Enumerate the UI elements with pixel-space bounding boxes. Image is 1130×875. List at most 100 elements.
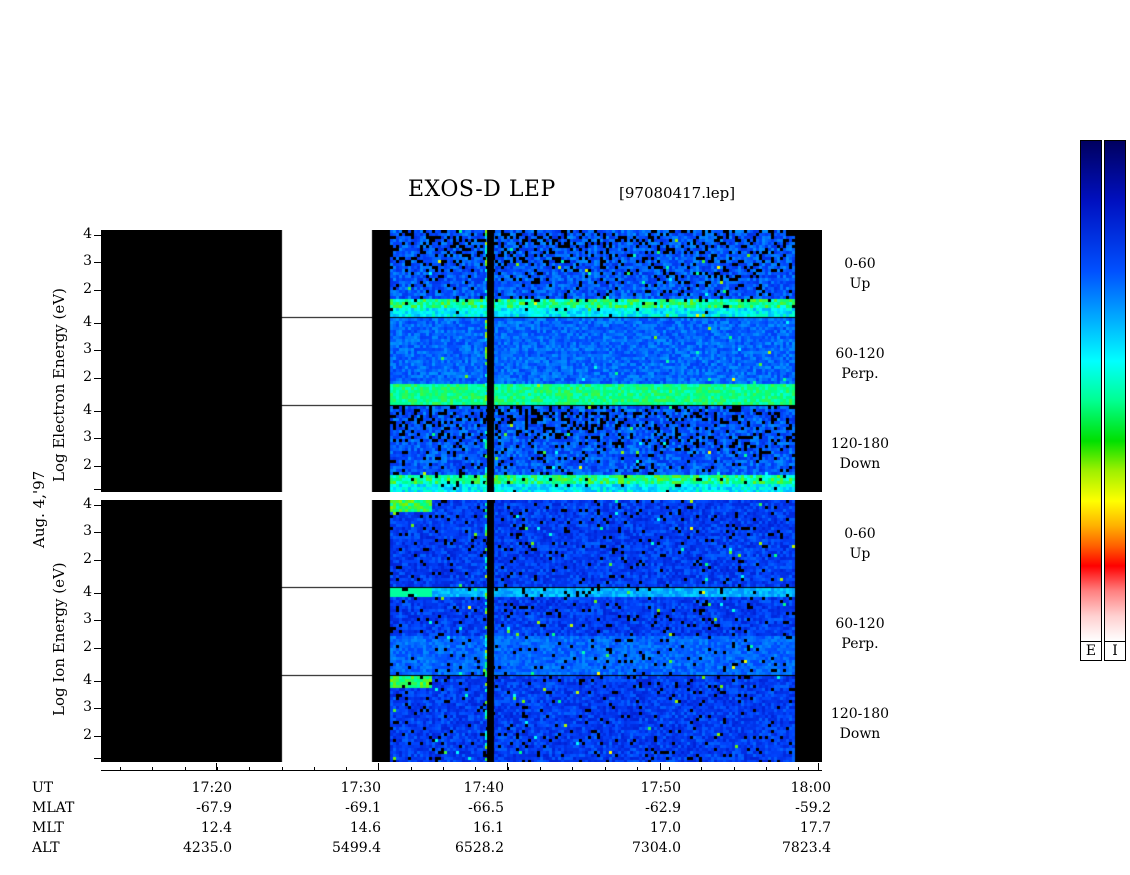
y-tick [94,466,101,467]
x-minor-tick [540,767,541,771]
y-tick-label: 2 [83,281,92,297]
band-range: 120-180 [830,706,890,722]
ephemeris-value: -67.9 [196,800,232,816]
y-tick-label: 2 [83,369,92,385]
x-minor-tick [605,767,606,771]
x-minor-tick [766,767,767,771]
y-tick [94,593,101,594]
ephemeris-row-name: UT [32,780,54,796]
colorbar-label-i: I [1104,641,1126,661]
y-tick-label: 4 [83,402,92,418]
y-tick-label: 3 [83,699,92,715]
y-tick [94,323,101,324]
x-minor-tick [508,767,509,771]
ephemeris-value: 7304.0 [632,840,681,856]
ephemeris-value: 17.7 [799,820,831,836]
y-tick-label: 4 [83,314,92,330]
x-minor-tick [701,767,702,771]
ephemeris-value: 5499.4 [332,840,381,856]
electron-colorbar [1080,140,1102,642]
y-tick [94,262,101,263]
x-minor-tick [734,767,735,771]
y-tick [94,350,101,351]
x-minor-tick [346,767,347,771]
band-direction: Up [849,546,871,562]
band-direction: Perp. [841,366,879,382]
y-tick-label: 4 [83,496,92,512]
x-minor-tick [152,767,153,771]
y-tick [94,758,101,759]
y-tick-label: 4 [83,226,92,242]
ephemeris-value: 12.4 [200,820,232,836]
band-range: 0-60 [844,256,876,272]
ion-axis-label: Log Ion Energy (eV) [50,562,68,716]
x-major-tick [507,763,508,771]
band-range: 60-120 [835,616,885,632]
ion-colorbar [1104,140,1126,642]
y-tick [94,235,101,236]
y-tick-label: 4 [83,584,92,600]
y-tick-label: 4 [83,672,92,688]
x-minor-tick [798,767,799,771]
ephemeris-value: 17:40 [463,780,504,796]
y-tick-label: 2 [83,551,92,567]
x-minor-tick [443,767,444,771]
x-major-tick [818,763,819,771]
y-tick [94,378,101,379]
x-minor-tick [120,767,121,771]
y-tick [94,438,101,439]
band-label: 60-120 Perp. [830,344,890,384]
y-tick [94,681,101,682]
x-major-tick [378,763,379,771]
band-range: 0-60 [844,526,876,542]
ephemeris-value: 4235.0 [183,840,232,856]
y-tick-label: 3 [83,429,92,445]
ephemeris-value: 17:50 [640,780,681,796]
y-tick [94,290,101,291]
y-tick-label: 2 [83,639,92,655]
chart-title: EXOS-D LEP [408,177,556,202]
y-tick-label: 3 [83,611,92,627]
band-label: 120-180 Down [830,434,890,474]
ephemeris-value: 17:20 [191,780,232,796]
x-minor-tick [411,767,412,771]
y-tick-label: 3 [83,341,92,357]
electron-spectrogram [101,230,822,492]
band-direction: Down [839,456,881,472]
x-major-tick [660,763,661,771]
ion-heatmap [101,500,822,762]
x-minor-tick [314,767,315,771]
y-tick [94,708,101,709]
band-range: 120-180 [830,436,890,452]
ephemeris-value: 17:30 [340,780,381,796]
colorbar-label-e: E [1080,641,1102,661]
ephemeris-value: 6528.2 [455,840,504,856]
ion-spectrogram [101,500,822,762]
y-tick [94,736,101,737]
y-tick [94,489,101,490]
y-tick-label: 2 [83,457,92,473]
file-label: [97080417.lep] [619,184,736,202]
ephemeris-value: 14.6 [349,820,381,836]
x-minor-tick [282,767,283,771]
y-tick [94,411,101,412]
x-minor-tick [217,767,218,771]
date-label: Aug. 4,'97 [30,470,48,548]
band-range: 60-120 [835,346,885,362]
x-minor-tick [572,767,573,771]
y-tick [94,532,101,533]
x-axis-line [101,770,822,771]
band-direction: Down [839,726,881,742]
y-tick-label: 3 [83,523,92,539]
ephemeris-value: -62.9 [645,800,681,816]
band-direction: Up [849,276,871,292]
x-major-tick [216,763,217,771]
band-label: 0-60 Up [830,254,890,294]
ephemeris-value: 18:00 [790,780,831,796]
x-minor-tick [637,767,638,771]
band-label: 120-180 Down [830,704,890,744]
ephemeris-row-name: MLT [32,820,64,836]
band-label: 0-60 Up [830,524,890,564]
ephemeris-value: 16.1 [472,820,504,836]
x-minor-tick [249,767,250,771]
